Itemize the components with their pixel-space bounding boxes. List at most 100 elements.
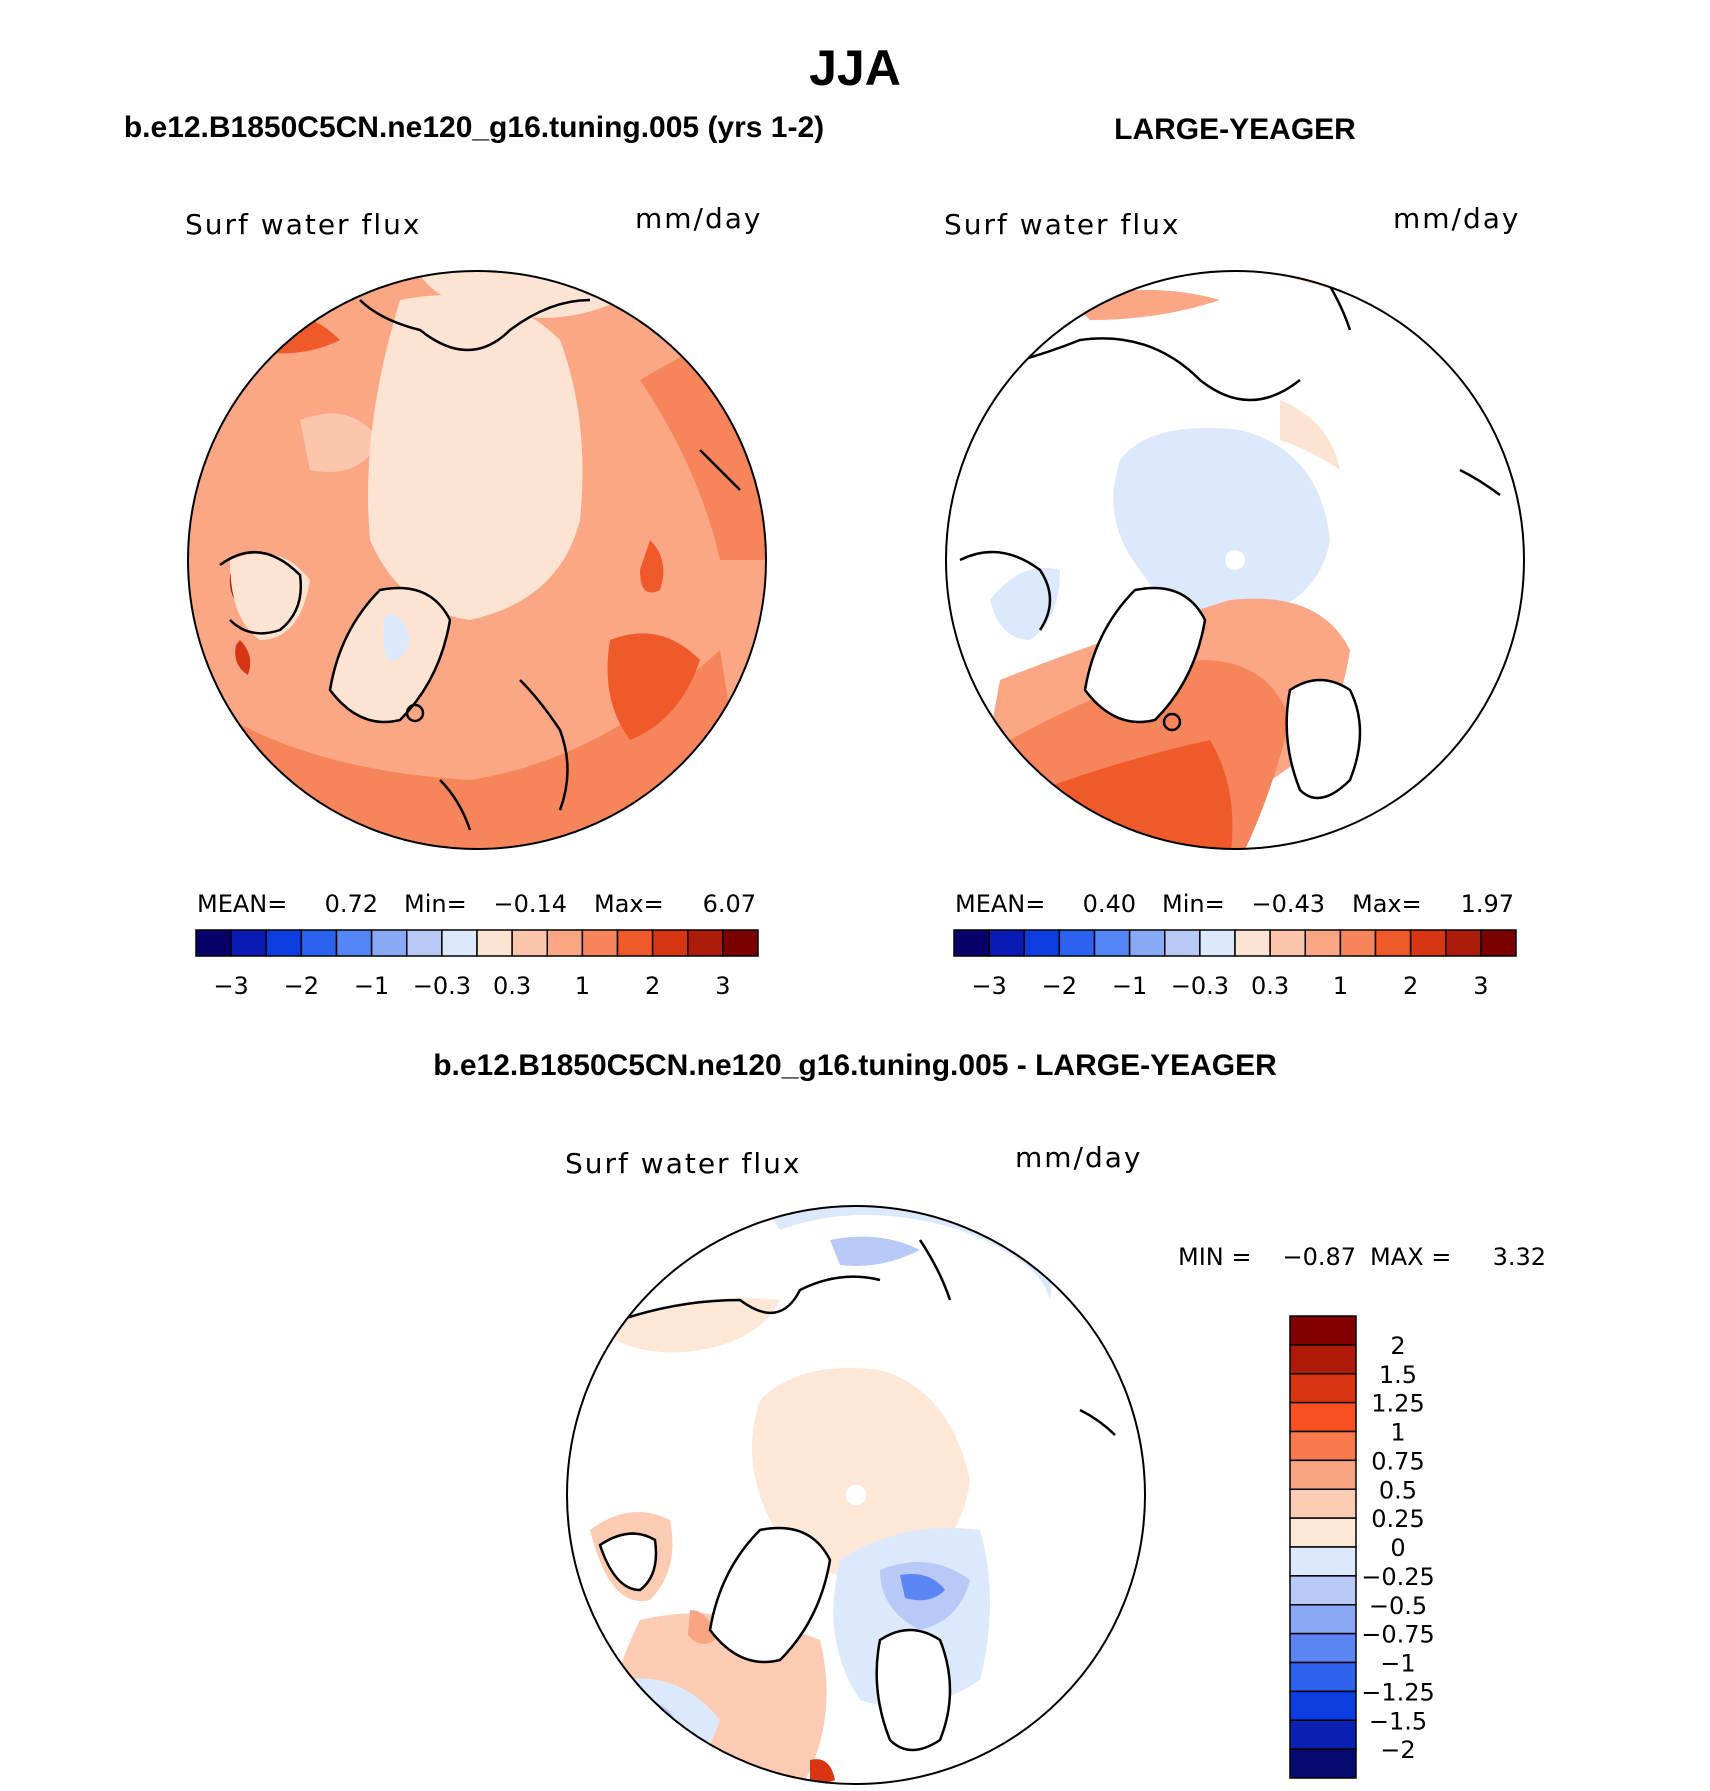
- colorbar-tick-label: 3: [1473, 972, 1488, 1000]
- colorbar-tick-label: −2: [1042, 972, 1077, 1000]
- colorbar-swatch: [1289, 1575, 1357, 1606]
- colorbar-swatch: [511, 929, 548, 957]
- colorbar-swatch: [1339, 929, 1377, 957]
- panel-model-mean-label: MEAN=: [197, 890, 287, 918]
- panel-diff-min-value: −0.87: [1282, 1243, 1356, 1271]
- panel-obs-map: [946, 271, 1524, 849]
- page-title: JJA: [809, 40, 901, 96]
- colorbar-tick-label: −1: [1112, 972, 1147, 1000]
- colorbar-swatch: [1289, 1719, 1357, 1750]
- panel-model-max-label: Max=: [594, 890, 664, 918]
- panel-model-colorbar: −3 −2 −1 −0.3 0.3 1 2 3: [195, 929, 759, 1000]
- colorbar-tick-label: 0.75: [1371, 1447, 1424, 1475]
- colorbar-tick-label: −0.5: [1369, 1592, 1427, 1620]
- colorbar-swatch: [1445, 929, 1482, 957]
- colorbar-tick-label: 3: [715, 972, 730, 1000]
- panel-obs-units: mm/day: [1393, 202, 1521, 235]
- panel-diff-max-value: 3.32: [1493, 1243, 1546, 1271]
- colorbar-swatch: [300, 929, 338, 957]
- panel-diff-max-label: MAX =: [1370, 1243, 1451, 1271]
- colorbar-swatch: [370, 929, 408, 957]
- colorbar-swatch: [581, 929, 619, 957]
- colorbar-tick-label: 0: [1390, 1534, 1405, 1562]
- colorbar-tick-label: −0.75: [1361, 1621, 1435, 1649]
- panel-obs-colorbar: −3 −2 −1 −0.3 0.3 1 2 3: [953, 929, 1517, 1000]
- colorbar-tick-label: 2: [645, 972, 660, 1000]
- colorbar-swatch: [230, 929, 267, 957]
- panel-obs-min-value: −0.43: [1251, 890, 1325, 918]
- colorbar-swatch: [1409, 929, 1447, 957]
- panel-diff-colorbar: 21.51.2510.750.50.250−0.25−0.5−0.75−1−1.…: [1289, 1315, 1435, 1779]
- colorbar-tick-label: −2: [284, 972, 319, 1000]
- panel-obs-max-label: Max=: [1352, 890, 1422, 918]
- colorbar-tick-label: 0.3: [1251, 972, 1289, 1000]
- colorbar-tick-label: −0.25: [1361, 1563, 1435, 1591]
- colorbar-swatch: [953, 929, 990, 957]
- colorbar-swatch: [1289, 1401, 1357, 1433]
- colorbar-tick-label: 1: [1333, 972, 1348, 1000]
- colorbar-tick-label: −1: [1380, 1650, 1415, 1678]
- panel-obs: LARGE-YEAGER Surf water flux mm/day: [944, 113, 1525, 1000]
- colorbar-tick-label: 1.25: [1371, 1390, 1424, 1418]
- colorbar-swatch: [1289, 1430, 1357, 1462]
- colorbar-tick-label: 0.25: [1371, 1505, 1424, 1533]
- colorbar-swatch: [988, 929, 1025, 957]
- colorbar-swatch: [1289, 1517, 1357, 1548]
- colorbar-swatch: [546, 929, 584, 957]
- colorbar-swatch: [335, 929, 373, 957]
- colorbar-swatch: [406, 929, 443, 957]
- colorbar-swatch: [1289, 1748, 1357, 1779]
- panel-obs-max-value: 1.97: [1461, 890, 1514, 918]
- colorbar-tick-label: 0.3: [493, 972, 531, 1000]
- colorbar-swatch: [1234, 929, 1271, 957]
- colorbar-swatch: [1289, 1315, 1357, 1346]
- colorbar-swatch: [616, 929, 654, 957]
- colorbar-swatch: [1164, 929, 1201, 957]
- colorbar-swatch: [1374, 929, 1412, 957]
- panel-model-max-value: 6.07: [703, 890, 756, 918]
- colorbar-swatch: [1289, 1690, 1357, 1721]
- panel-model-mean-value: 0.72: [325, 890, 378, 918]
- colorbar-swatch: [1289, 1459, 1357, 1490]
- colorbar-tick-label: 1.5: [1379, 1361, 1417, 1389]
- colorbar-swatch: [1289, 1604, 1357, 1635]
- panel-diff-min-label: MIN =: [1178, 1243, 1251, 1271]
- colorbar-tick-label: −0.3: [413, 972, 471, 1000]
- colorbar-swatch: [1289, 1632, 1357, 1664]
- colorbar-swatch: [1269, 929, 1306, 957]
- panel-model-map: [188, 271, 766, 849]
- colorbar-swatch: [722, 929, 759, 957]
- panel-diff-units: mm/day: [1015, 1141, 1143, 1174]
- colorbar-swatch: [1199, 929, 1236, 957]
- colorbar-swatch: [195, 929, 232, 957]
- panel-diff-title: b.e12.B1850C5CN.ne120_g16.tuning.005 - L…: [433, 1049, 1277, 1082]
- colorbar-tick-label: −3: [971, 972, 1006, 1000]
- panel-model-min-value: −0.14: [493, 890, 567, 918]
- panel-obs-mean-label: MEAN=: [955, 890, 1045, 918]
- colorbar-swatch: [1289, 1344, 1357, 1375]
- colorbar-swatch: [441, 929, 478, 957]
- colorbar-swatch: [1289, 1546, 1357, 1577]
- colorbar-tick-label: −2: [1380, 1736, 1415, 1764]
- colorbar-swatch: [651, 929, 689, 957]
- colorbar-swatch: [1304, 929, 1342, 957]
- colorbar-tick-label: −3: [213, 972, 248, 1000]
- colorbar-tick-label: −1.25: [1361, 1678, 1435, 1706]
- colorbar-swatch: [265, 929, 303, 957]
- panel-diff: b.e12.B1850C5CN.ne120_g16.tuning.005 - L…: [433, 1049, 1546, 1785]
- panel-obs-min-label: Min=: [1162, 890, 1225, 918]
- colorbar-tick-label: −1: [354, 972, 389, 1000]
- colorbar-tick-label: 2: [1403, 972, 1418, 1000]
- colorbar-swatch: [687, 929, 724, 957]
- panel-model: b.e12.B1850C5CN.ne120_g16.tuning.005 (yr…: [124, 111, 824, 1000]
- colorbar-swatch: [1289, 1373, 1357, 1404]
- colorbar-swatch: [1289, 1661, 1357, 1693]
- colorbar-tick-label: 2: [1390, 1332, 1405, 1360]
- colorbar-swatch: [1093, 929, 1131, 957]
- colorbar-tick-label: 1: [575, 972, 590, 1000]
- colorbar-tick-label: 0.5: [1379, 1476, 1417, 1504]
- colorbar-tick-label: 1: [1390, 1419, 1405, 1447]
- colorbar-swatch: [1058, 929, 1096, 957]
- colorbar-swatch: [476, 929, 513, 957]
